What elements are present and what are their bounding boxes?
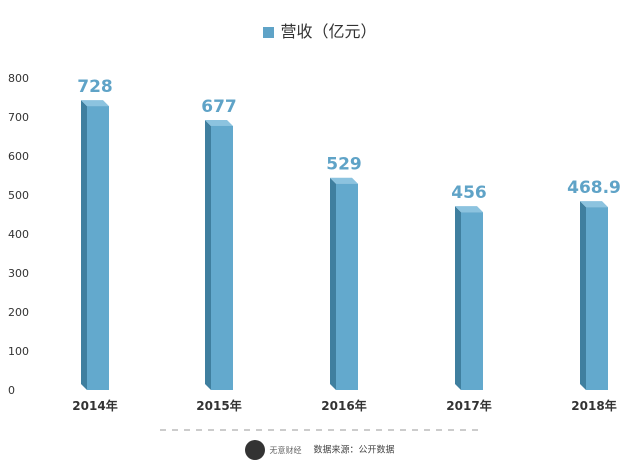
bar-side [455, 206, 461, 390]
bar-2014年: 728 [77, 77, 113, 390]
bar-2017年: 456 [451, 183, 487, 390]
brand-logo [245, 440, 266, 460]
bar-2016年: 529 [326, 155, 362, 390]
y-tick-label: 200 [8, 306, 29, 319]
brand-name: 无意财经 [269, 445, 302, 455]
data-label: 456 [451, 183, 487, 203]
x-tick-label: 2017年 [446, 398, 491, 413]
data-label: 468.9 [567, 178, 621, 198]
bar-front [461, 212, 483, 390]
data-label: 677 [201, 97, 237, 117]
data-label: 529 [326, 155, 362, 175]
bar-2015年: 677 [201, 97, 237, 390]
bar-top [81, 100, 109, 107]
bar-side [580, 201, 586, 390]
bar-front [211, 125, 233, 390]
y-tick-label: 600 [8, 150, 29, 163]
y-tick-label: 700 [8, 111, 29, 124]
x-tick-label: 2016年 [321, 398, 366, 413]
legend: 营收（亿元） [0, 18, 640, 42]
bars: 728 677 529 456 468.9 [77, 77, 621, 390]
x-tick-label: 2018年 [571, 398, 616, 413]
y-tick-label: 100 [8, 345, 29, 358]
bar-side [81, 100, 87, 390]
bar-front [586, 207, 608, 390]
x-axis: 2014年 2015年 2016年 2017年 2018年 [72, 398, 616, 413]
data-source: 数据来源：公开数据 [313, 445, 395, 456]
y-tick-label: 800 [8, 72, 29, 85]
y-tick-label: 0 [8, 384, 15, 397]
bar-side [205, 119, 211, 390]
bar-top [580, 201, 608, 208]
data-label: 728 [77, 77, 113, 97]
x-tick-label: 2014年 [72, 398, 117, 413]
legend-swatch [263, 27, 275, 38]
bar-front [87, 106, 109, 390]
bar-top [455, 206, 483, 213]
y-axis: 0 100 200 300 400 500 600 700 800 [8, 72, 29, 397]
x-tick-label: 2015年 [196, 398, 241, 413]
legend-label: 营收（亿元） [280, 22, 377, 41]
y-tick-label: 500 [8, 189, 29, 202]
bar-2018年: 468.9 [567, 178, 621, 390]
bar-top [330, 177, 358, 184]
bar-side [330, 177, 336, 390]
bar-front [336, 183, 358, 390]
footer: 无意财经 数据来源：公开数据 [0, 440, 640, 460]
bar-top [205, 119, 233, 126]
y-tick-label: 400 [8, 228, 29, 241]
y-tick-label: 300 [8, 267, 29, 280]
